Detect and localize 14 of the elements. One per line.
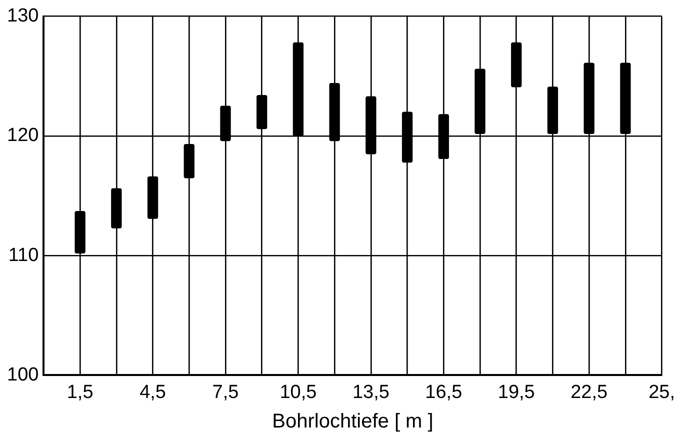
x-tick-label: 13,5 [352, 382, 390, 403]
x-tick-label: 10,5 [280, 382, 317, 403]
x-tick-label: 19,5 [498, 382, 535, 403]
x-tick-label: 1,5 [66, 382, 94, 403]
y-tick-label: 130 [7, 6, 39, 27]
y-tick-label: 100 [7, 364, 39, 386]
y-tick-label: 110 [8, 244, 39, 266]
y-tick-label: 120 [7, 125, 39, 146]
x-tick-label: 22,5 [570, 382, 608, 403]
x-tick-label: 16,5 [425, 382, 462, 403]
x-tick-label: 7,5 [212, 382, 239, 403]
x-tick-label: 25, [648, 382, 676, 403]
x-axis-title: Bohrlochtiefe [ m ] [272, 410, 434, 433]
x-tick-label: 4,5 [140, 382, 166, 403]
